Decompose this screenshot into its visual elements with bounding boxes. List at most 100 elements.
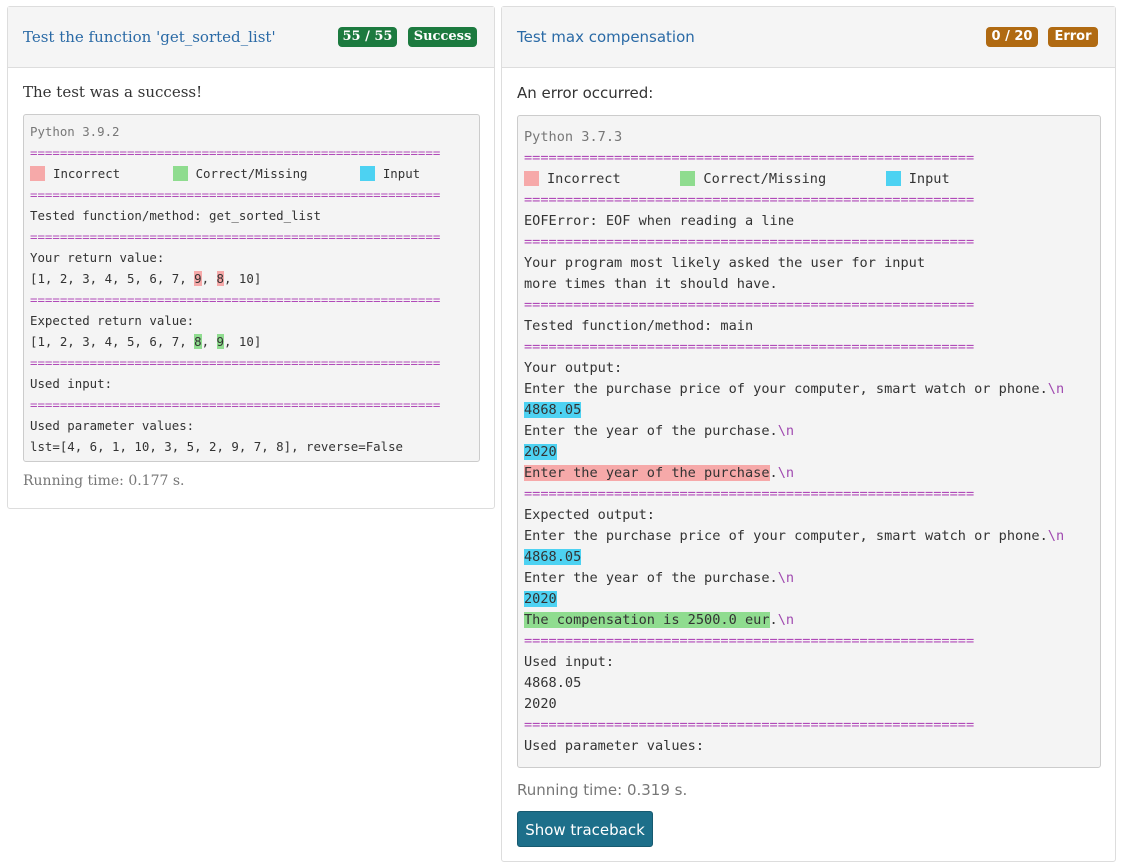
- code-text: ========================================…: [30, 355, 441, 370]
- code-line: Your return value:: [30, 247, 479, 268]
- code-line: Used input:: [30, 373, 479, 394]
- code-text: Expected return value:: [30, 313, 195, 328]
- legend-item: Incorrect: [30, 163, 173, 184]
- test-title: Test max compensation: [517, 28, 695, 46]
- result-message: An error occurred:: [517, 84, 654, 102]
- test-panel: Test the function 'get_sorted_list' 55 /…: [7, 6, 495, 509]
- code-line: 2020: [524, 589, 1100, 610]
- code-text: \n: [777, 570, 795, 586]
- code-text: Enter the year of the purchase: [524, 465, 770, 481]
- code-text: Enter the purchase price of your compute…: [524, 381, 1048, 397]
- code-line: ========================================…: [30, 289, 479, 310]
- code-line: The compensation is 2500.0 eur.\n: [524, 610, 1100, 631]
- code-text: \n: [777, 612, 795, 628]
- code-text: \n: [777, 423, 795, 439]
- code-line: Enter the year of the purchase.\n: [524, 568, 1100, 589]
- code-line: Expected output:: [524, 505, 1100, 526]
- legend-item: Input: [359, 163, 421, 184]
- running-time: Running time: 0.319 s.: [517, 781, 688, 799]
- code-line: ========================================…: [524, 484, 1100, 505]
- test-title: Test the function 'get_sorted_list': [23, 28, 276, 46]
- code-line: ========================================…: [524, 631, 1100, 652]
- score-badge: 55 / 55: [338, 27, 397, 47]
- code-text: ========================================…: [524, 150, 975, 166]
- code-text: ========================================…: [30, 187, 441, 202]
- test-panel: Test max compensation 0 / 20 Error An er…: [501, 6, 1116, 862]
- code-text: ,: [201, 334, 217, 349]
- code-line: Enter the year of the purchase.\n: [524, 421, 1100, 442]
- code-line: Python 3.7.3: [524, 127, 1100, 148]
- panel-header: Test max compensation 0 / 20 Error: [502, 7, 1115, 68]
- code-text: 2020: [524, 696, 557, 712]
- code-text: 4868.05: [524, 549, 582, 565]
- legend-item: Input: [885, 169, 950, 190]
- legend-swatch: [30, 166, 45, 181]
- panel-header: Test the function 'get_sorted_list' 55 /…: [8, 7, 494, 68]
- code-text: , 10]: [223, 334, 262, 349]
- code-line: Used parameter values:: [524, 736, 1100, 757]
- legend-label: Correct/Missing: [195, 166, 308, 181]
- code-line: ========================================…: [524, 148, 1100, 169]
- code-text: Tested function/method: get_sorted_list: [30, 208, 321, 223]
- legend-label: Input: [908, 171, 950, 187]
- status-badge: Error: [1048, 27, 1098, 47]
- code-line: more times than it should have.: [524, 274, 1100, 295]
- code-text: ========================================…: [30, 397, 441, 412]
- running-time: Running time: 0.177 s.: [23, 473, 185, 489]
- code-text: ========================================…: [524, 339, 975, 355]
- legend-item: Correct/Missing: [172, 163, 360, 184]
- code-line: ========================================…: [524, 337, 1100, 358]
- code-text: \n: [1047, 528, 1065, 544]
- code-line: Your output:: [524, 358, 1100, 379]
- legend-label: Input: [382, 166, 421, 181]
- code-line: 4868.05: [524, 673, 1100, 694]
- code-line: Incorrect Correct/Missing Input: [524, 169, 1100, 190]
- legend-swatch: [359, 166, 375, 181]
- code-text: Your program most likely asked the user …: [524, 255, 926, 271]
- legend-swatch: [524, 171, 539, 186]
- code-text: Your return value:: [30, 250, 165, 265]
- code-text: 2020: [524, 591, 557, 607]
- code-text: ========================================…: [524, 234, 975, 250]
- code-text: Used parameter values:: [524, 738, 705, 754]
- code-text: ========================================…: [524, 717, 975, 733]
- code-text: Used input:: [524, 654, 615, 670]
- code-text: , 10]: [223, 271, 262, 286]
- code-line: ========================================…: [30, 226, 479, 247]
- output-block: Python 3.9.2 ============================…: [23, 114, 480, 462]
- code-line: 2020: [524, 442, 1100, 463]
- code-text: Enter the year of the purchase.: [524, 570, 778, 586]
- code-text: ========================================…: [30, 292, 441, 307]
- code-text: ========================================…: [524, 297, 975, 313]
- code-line: EOFError: EOF when reading a line: [524, 211, 1100, 232]
- code-text: Tested function/method: main: [524, 318, 754, 334]
- code-line: [1, 2, 3, 4, 5, 6, 7, 9, 8, 10]: [30, 268, 479, 289]
- code-text: [1, 2, 3, 4, 5, 6, 7,: [30, 334, 195, 349]
- code-text: 4868.05: [524, 675, 582, 691]
- result-message: The test was a success!: [23, 83, 203, 101]
- code-line: Python 3.9.2: [30, 121, 479, 142]
- code-line: ========================================…: [524, 295, 1100, 316]
- code-text: 8: [194, 334, 202, 349]
- code-text: Your output:: [524, 360, 623, 376]
- code-text: Used parameter values:: [30, 418, 195, 433]
- code-line: ========================================…: [30, 394, 479, 415]
- code-line: 2020: [524, 694, 1100, 715]
- code-text: Python 3.9.2: [30, 124, 120, 139]
- legend-swatch: [885, 171, 901, 186]
- status-badge: Success: [408, 27, 477, 47]
- code-line: ========================================…: [30, 142, 479, 163]
- code-text: .: [769, 465, 778, 481]
- legend-swatch: [172, 166, 188, 181]
- score-badge: 0 / 20: [986, 27, 1038, 47]
- code-line: Incorrect Correct/Missing Input: [30, 163, 479, 184]
- code-line: Expected return value:: [30, 310, 479, 331]
- output-block: Python 3.7.3 ============================…: [517, 115, 1101, 768]
- code-line: ========================================…: [524, 232, 1100, 253]
- code-text: Enter the purchase price of your compute…: [524, 528, 1048, 544]
- code-text: [1, 2, 3, 4, 5, 6, 7,: [30, 271, 195, 286]
- show-traceback-button[interactable]: Show traceback: [517, 811, 653, 847]
- code-text: Enter the year of the purchase.: [524, 423, 778, 439]
- code-text: ========================================…: [524, 633, 975, 649]
